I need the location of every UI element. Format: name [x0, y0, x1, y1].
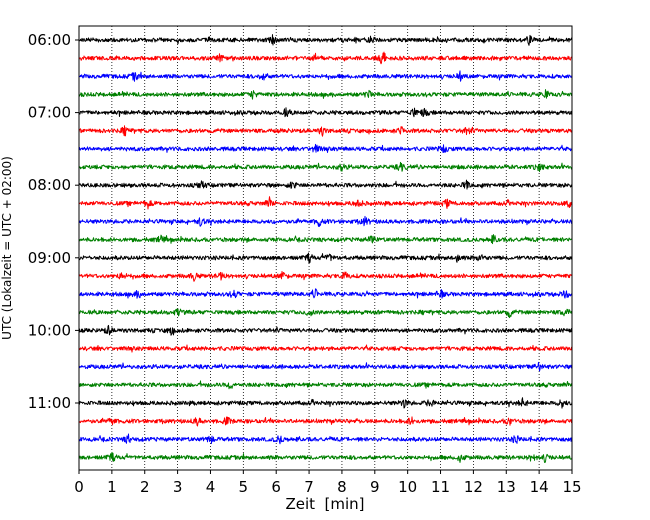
x-tick-label-15: 15	[562, 478, 581, 496]
trace-line-11	[78, 234, 573, 245]
trace-line-18	[78, 361, 573, 372]
y-tick-label-2: 08:00	[28, 176, 71, 194]
x-tick-label-8: 8	[337, 478, 347, 496]
x-tick-label-10: 10	[398, 478, 417, 496]
trace-lines	[78, 34, 573, 463]
x-tick-label-1: 1	[107, 478, 117, 496]
trace-line-2	[78, 70, 573, 82]
trace-line-17	[78, 344, 573, 353]
trace-line-10	[78, 215, 573, 227]
x-tick-label-0: 0	[74, 478, 84, 496]
x-tick-label-9: 9	[370, 478, 380, 496]
x-tick-label-6: 6	[271, 478, 281, 496]
trace-line-22	[78, 433, 573, 445]
trace-line-16	[78, 324, 573, 336]
trace-line-15	[78, 308, 573, 319]
x-tick-label-5: 5	[239, 478, 249, 496]
trace-line-5	[78, 125, 573, 137]
trace-line-7	[78, 161, 573, 173]
x-tick-label-7: 7	[304, 478, 314, 496]
x-axis-ticks: 0 1 2 3 4 5 6 7 8 9 10 11 12 13 14 15	[74, 470, 582, 496]
trace-line-3	[78, 89, 573, 100]
x-axis-title: Zeit [min]	[285, 495, 364, 513]
trace-line-23	[78, 451, 573, 463]
x-tick-label-13: 13	[497, 478, 516, 496]
trace-line-20	[78, 397, 573, 409]
trace-line-12	[78, 252, 573, 264]
trace-line-6	[78, 143, 573, 153]
trace-line-0	[78, 34, 573, 46]
y-tick-label-0: 06:00	[28, 31, 71, 49]
y-tick-label-4: 10:00	[28, 321, 71, 339]
trace-line-13	[78, 270, 573, 282]
x-tick-label-2: 2	[140, 478, 150, 496]
trace-line-21	[78, 416, 573, 427]
plot-area	[79, 26, 572, 470]
y-axis-title: UTC (Lokalzeit = UTC + 02:00)	[0, 156, 14, 340]
trace-line-4	[78, 107, 573, 118]
trace-line-8	[78, 179, 573, 190]
y-tick-label-5: 11:00	[28, 394, 71, 412]
trace-line-19	[78, 380, 573, 390]
x-tick-label-3: 3	[173, 478, 183, 496]
y-tick-label-1: 07:00	[28, 104, 71, 122]
trace-line-9	[78, 196, 573, 210]
plot-frame	[78, 25, 573, 471]
x-tick-label-11: 11	[431, 478, 450, 496]
y-axis-ticks: 06:00 07:00 08:00 09:00 10:00 11:00	[28, 31, 79, 412]
trace-line-14	[78, 288, 573, 299]
x-tick-label-12: 12	[464, 478, 483, 496]
grid-lines	[111, 26, 540, 470]
x-tick-label-4: 4	[206, 478, 216, 496]
y-tick-label-3: 09:00	[28, 249, 71, 267]
trace-line-1	[78, 51, 573, 65]
x-tick-label-14: 14	[530, 478, 549, 496]
